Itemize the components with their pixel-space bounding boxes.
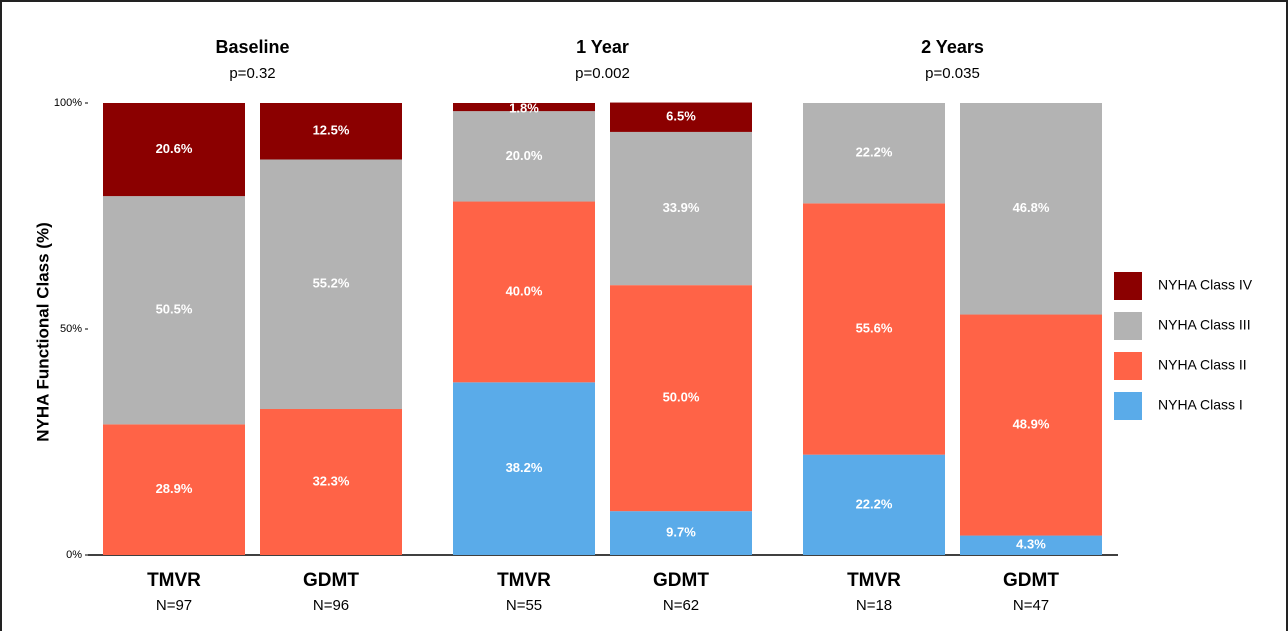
- value-label: 50.0%: [663, 390, 700, 405]
- value-label: 22.2%: [856, 145, 893, 160]
- n-label: N=97: [156, 597, 192, 614]
- value-label: 38.2%: [506, 460, 543, 475]
- bar-segment: [610, 131, 752, 286]
- x-tick-label: GDMT: [303, 570, 359, 591]
- bar-segment: [103, 196, 245, 425]
- x-tick-label: TMVR: [147, 570, 201, 591]
- value-label: 4.3%: [1016, 537, 1046, 552]
- y-tick-label: 0%: [66, 549, 82, 561]
- bar-segment: [103, 103, 245, 197]
- panel-subtitle: p=0.32: [229, 65, 275, 82]
- y-tick-label: 50%: [60, 323, 82, 335]
- x-tick-label: TMVR: [497, 570, 551, 591]
- value-label: 22.2%: [856, 496, 893, 511]
- legend-label: NYHA Class I: [1158, 397, 1243, 413]
- x-tick-label: GDMT: [1003, 570, 1059, 591]
- bar-segment: [960, 103, 1102, 315]
- legend-label: NYHA Class IV: [1158, 277, 1253, 293]
- bar-segment: [960, 535, 1102, 555]
- value-label: 50.5%: [156, 302, 193, 317]
- bar-segment: [610, 102, 752, 132]
- value-label: 55.2%: [313, 276, 350, 291]
- value-label: 9.7%: [666, 525, 696, 540]
- value-label: 55.6%: [856, 320, 893, 335]
- y-axis-label: NYHA Functional Class (%): [33, 222, 52, 441]
- bar-segment: [453, 382, 595, 555]
- panel-subtitle: p=0.035: [925, 65, 980, 82]
- value-label: 48.9%: [1013, 416, 1050, 431]
- bar-segment: [103, 424, 245, 555]
- value-label: 33.9%: [663, 200, 700, 215]
- legend-swatch: [1114, 312, 1142, 340]
- n-label: N=96: [313, 597, 349, 614]
- bar-segment: [803, 103, 945, 204]
- panel-title: Baseline: [215, 37, 289, 57]
- bar-segment: [610, 285, 752, 512]
- value-label: 28.9%: [156, 481, 193, 496]
- bar-segment: [803, 203, 945, 455]
- n-label: N=55: [506, 597, 542, 614]
- value-label: 46.8%: [1013, 200, 1050, 215]
- y-tick-label: 100%: [54, 97, 82, 109]
- value-label: 1.8%: [509, 100, 539, 115]
- legend-label: NYHA Class III: [1158, 317, 1251, 333]
- bar-segment: [260, 159, 402, 410]
- bar-segment: [260, 103, 402, 160]
- value-label: 20.0%: [506, 148, 543, 163]
- bar-segment: [453, 103, 595, 112]
- bar-segment: [260, 409, 402, 555]
- value-label: 20.6%: [156, 141, 193, 156]
- n-label: N=47: [1013, 597, 1049, 614]
- legend-swatch: [1114, 352, 1142, 380]
- legend-swatch: [1114, 272, 1142, 300]
- value-label: 6.5%: [666, 109, 696, 124]
- legend-swatch: [1114, 392, 1142, 420]
- bar-segment: [960, 314, 1102, 536]
- value-label: 12.5%: [313, 123, 350, 138]
- n-label: N=18: [856, 597, 892, 614]
- panel-title: 2 Years: [921, 37, 984, 57]
- panel-title: 1 Year: [576, 37, 629, 57]
- value-label: 32.3%: [313, 473, 350, 488]
- legend-label: NYHA Class II: [1158, 357, 1247, 373]
- bar-segment: [803, 454, 945, 555]
- x-tick-label: TMVR: [847, 570, 901, 591]
- x-tick-label: GDMT: [653, 570, 709, 591]
- value-label: 40.0%: [506, 283, 543, 298]
- bar-segment: [453, 201, 595, 383]
- n-label: N=62: [663, 597, 699, 614]
- panel-subtitle: p=0.002: [575, 65, 630, 82]
- bar-segment: [610, 511, 752, 555]
- bar-segment: [453, 111, 595, 202]
